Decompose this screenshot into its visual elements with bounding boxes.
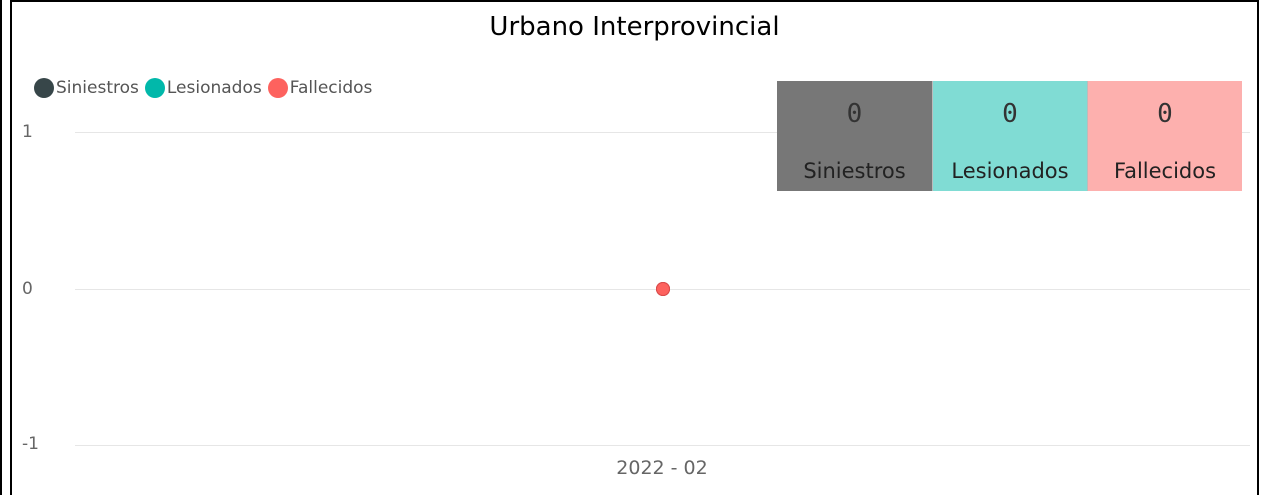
card-value-fallecidos: 0 <box>1157 99 1173 129</box>
x-tick-label: 2022 - 02 <box>616 457 708 479</box>
card-value-lesionados: 0 <box>1002 99 1018 129</box>
card-label-siniestros: Siniestros <box>803 159 906 183</box>
legend-dot-fallecidos <box>267 78 288 98</box>
legend-item-fallecidos[interactable]: Fallecidos <box>267 78 373 98</box>
card-value-siniestros: 0 <box>846 99 863 129</box>
left-border <box>0 0 2 495</box>
gridline-neg1 <box>75 445 1250 446</box>
card-label-fallecidos: Fallecidos <box>1113 159 1217 183</box>
y-tick-label: 0 <box>22 279 33 299</box>
card-fallecidos: 0 Fallecidos <box>1087 81 1242 191</box>
legend-item-lesionados[interactable]: Lesionados <box>144 78 262 98</box>
y-tick-label: 1 <box>22 122 33 142</box>
gridline-1 <box>75 132 1250 133</box>
y-tick-label: -1 <box>22 434 39 454</box>
legend-label-fallecidos: Fallecidos <box>289 78 373 98</box>
legend-label-siniestros: Siniestros <box>56 78 139 98</box>
kpi-cards: 0 Siniestros 0 Lesionados 0 Fallecidos <box>777 81 1242 191</box>
legend-item-siniestros[interactable]: Siniestros <box>34 78 139 98</box>
legend-dot-lesionados <box>144 78 165 98</box>
legend: Siniestros Lesionados Fallecidos <box>34 78 378 98</box>
data-point-fallecidos[interactable] <box>655 281 670 296</box>
chart-title: Urbano Interprovincial <box>489 12 780 42</box>
legend-label-lesionados: Lesionados <box>166 78 262 98</box>
card-siniestros: 0 Siniestros <box>777 81 932 191</box>
card-label-lesionados: Lesionados <box>951 159 1069 183</box>
card-lesionados: 0 Lesionados <box>932 81 1087 191</box>
chart-frame <box>10 0 1259 495</box>
legend-dot-siniestros <box>34 78 54 98</box>
